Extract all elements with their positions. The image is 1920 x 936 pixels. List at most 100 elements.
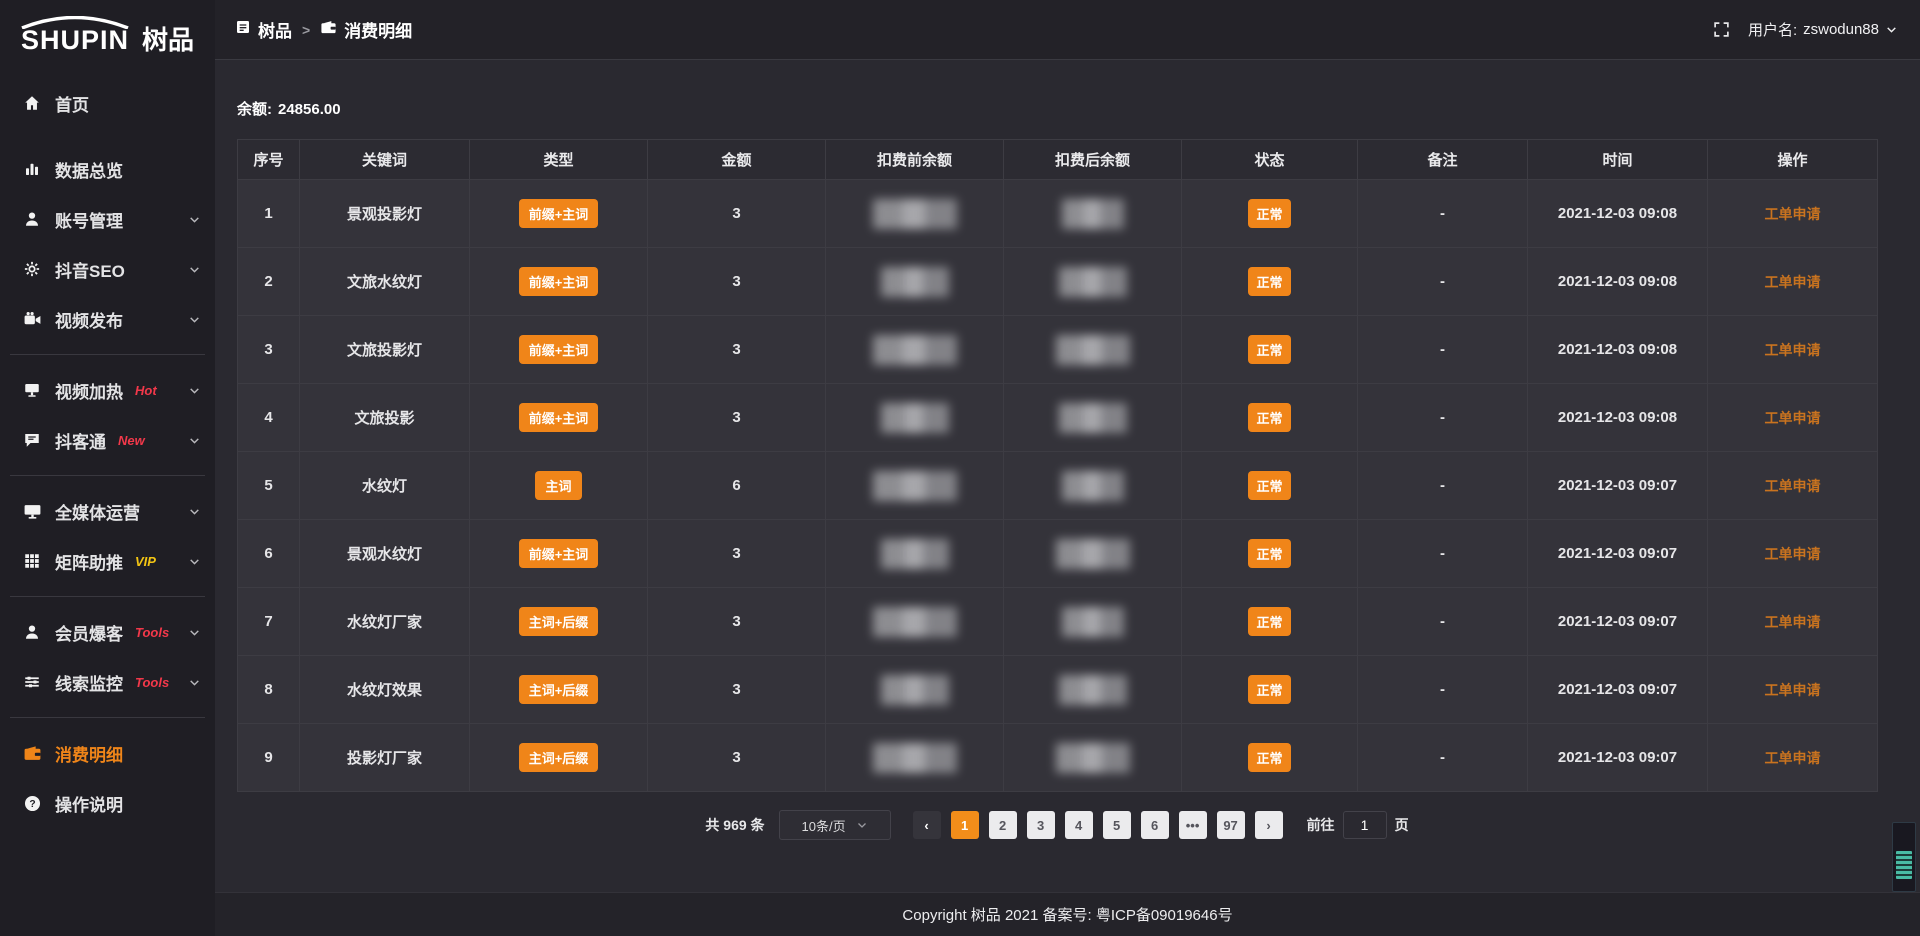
cell-action: 工单申请 (1707, 451, 1878, 520)
work-order-link[interactable]: 工单申请 (1764, 545, 1821, 562)
masked-balance-after (1055, 538, 1130, 569)
page-button-3[interactable]: 3 (1026, 811, 1055, 839)
page-button-4[interactable]: 4 (1064, 811, 1093, 839)
sidebar-item-label: 消费明细 (55, 745, 123, 765)
sidebar-item-tag: Tools (135, 674, 170, 690)
sidebar-item-会员爆客[interactable]: 会员爆客 Tools (0, 607, 215, 657)
masked-balance-after (1058, 674, 1127, 705)
cell-balance-after (1003, 179, 1182, 248)
sidebar-item-视频加热[interactable]: 视频加热 Hot (0, 365, 215, 415)
page-button-97[interactable]: 97 (1216, 811, 1245, 839)
goto-suffix: 页 (1394, 817, 1409, 833)
goto-page-input[interactable] (1342, 811, 1387, 839)
topbar-right: 用户名: zswodun88 (1713, 19, 1898, 40)
cell-balance-after (1003, 451, 1182, 520)
user-icon (22, 209, 42, 229)
work-order-link[interactable]: 工单申请 (1764, 681, 1821, 698)
sidebar-item-tag: New (118, 432, 145, 448)
masked-balance-after (1058, 266, 1127, 297)
cell-keyword: 水纹灯 (299, 451, 470, 520)
cell-balance-before (825, 655, 1004, 724)
cell-action: 工单申请 (1707, 383, 1878, 452)
cell-time: 2021-12-03 09:08 (1527, 179, 1708, 248)
cell-balance-after (1003, 587, 1182, 656)
work-order-link[interactable]: 工单申请 (1764, 477, 1821, 494)
sidebar-item-视频发布[interactable]: 视频发布 (0, 294, 215, 344)
sidebar-item-抖客通[interactable]: 抖客通 New (0, 415, 215, 465)
content: 余额: 24856.00 序号 关键词 类型 金额 扣费前余额 扣费后余额 状态 备注 时间 操作 … (215, 60, 1920, 892)
video-icon (22, 309, 42, 329)
more-pages-button[interactable]: ••• (1178, 811, 1207, 839)
menu-divider (10, 475, 205, 476)
status-badge: 正常 (1248, 539, 1291, 568)
status-badge: 正常 (1248, 471, 1291, 500)
masked-balance-before (872, 198, 957, 229)
table-row: 9 投影灯厂家 主词+后缀 3 正常 -2021-12-03 09:07 工单申请 (237, 723, 1878, 792)
sidebar-item-label: 视频发布 (55, 311, 123, 331)
page-button-6[interactable]: 6 (1140, 811, 1169, 839)
type-badge: 前缀+主词 (518, 199, 599, 228)
sidebar-item-矩阵助推[interactable]: 矩阵助推 VIP (0, 536, 215, 586)
status-badge: 正常 (1248, 403, 1291, 432)
cell-index: 8 (237, 655, 300, 724)
cell-action: 工单申请 (1707, 315, 1878, 384)
page-button-5[interactable]: 5 (1102, 811, 1131, 839)
type-badge: 主词+后缀 (518, 607, 599, 636)
cell-balance-after (1003, 655, 1182, 724)
cell-amount: 3 (647, 723, 826, 792)
sidebar-item-抖音SEO[interactable]: 抖音SEO (0, 244, 215, 294)
masked-balance-before (872, 606, 957, 637)
table-row: 1 景观投影灯 前缀+主词 3 正常 -2021-12-03 09:08 工单申请 (237, 179, 1878, 248)
work-order-link[interactable]: 工单申请 (1764, 749, 1821, 766)
cell-amount: 3 (647, 587, 826, 656)
cell-note: - (1357, 383, 1528, 452)
cell-status: 正常 (1181, 247, 1358, 316)
sidebar-item-操作说明[interactable]: ? 操作说明 (0, 778, 215, 828)
mini-scrollbar-thumb[interactable] (1896, 851, 1912, 879)
page-button-1[interactable]: 1 (950, 811, 979, 839)
breadcrumb-current[interactable]: 消费明细 (320, 17, 412, 42)
chevron-down-icon (857, 823, 866, 828)
cell-index: 4 (237, 383, 300, 452)
work-order-link[interactable]: 工单申请 (1764, 273, 1821, 290)
sidebar-item-全媒体运营[interactable]: 全媒体运营 (0, 486, 215, 536)
cell-balance-after (1003, 519, 1182, 588)
cell-keyword: 水纹灯厂家 (299, 587, 470, 656)
page-size-select[interactable]: 10条/页 (778, 810, 891, 840)
prev-page-button[interactable]: ‹ (912, 811, 941, 839)
breadcrumb-home[interactable]: 树品 (235, 17, 292, 42)
cell-action: 工单申请 (1707, 179, 1878, 248)
cell-note: - (1357, 315, 1528, 384)
fullscreen-icon[interactable] (1713, 21, 1730, 38)
work-order-link[interactable]: 工单申请 (1764, 409, 1821, 426)
work-order-link[interactable]: 工单申请 (1764, 205, 1821, 222)
next-page-button[interactable]: › (1254, 811, 1283, 839)
sidebar-item-线索监控[interactable]: 线索监控 Tools (0, 657, 215, 707)
status-badge: 正常 (1248, 607, 1291, 636)
chevron-down-icon (188, 505, 201, 518)
sidebar-item-数据总览[interactable]: 数据总览 (0, 144, 215, 194)
column-header: 状态 (1181, 139, 1358, 180)
masked-balance-after (1061, 198, 1124, 229)
column-header: 时间 (1527, 139, 1708, 180)
page-button-2[interactable]: 2 (988, 811, 1017, 839)
breadcrumb-label: 树品 (258, 22, 292, 41)
sidebar-item-账号管理[interactable]: 账号管理 (0, 194, 215, 244)
sidebar-item-消费明细[interactable]: 消费明细 (0, 728, 215, 778)
breadcrumb: 树品 > 消费明细 (235, 17, 412, 42)
sidebar-item-tag: VIP (135, 553, 156, 569)
sidebar-item-首页[interactable]: 首页 (0, 78, 215, 128)
work-order-link[interactable]: 工单申请 (1764, 613, 1821, 630)
work-order-link[interactable]: 工单申请 (1764, 341, 1821, 358)
cell-balance-before (825, 315, 1004, 384)
user-menu[interactable]: 用户名: zswodun88 (1748, 19, 1898, 40)
chat-icon (22, 430, 42, 450)
cell-status: 正常 (1181, 179, 1358, 248)
app-logo[interactable]: SHUPIN 树品 (0, 0, 215, 60)
status-badge: 正常 (1248, 199, 1291, 228)
cell-status: 正常 (1181, 655, 1358, 724)
mini-scrollbar[interactable] (1892, 822, 1916, 892)
username-value: zswodun88 (1803, 21, 1879, 38)
sidebar-item-label: 会员爆客 (55, 624, 123, 644)
